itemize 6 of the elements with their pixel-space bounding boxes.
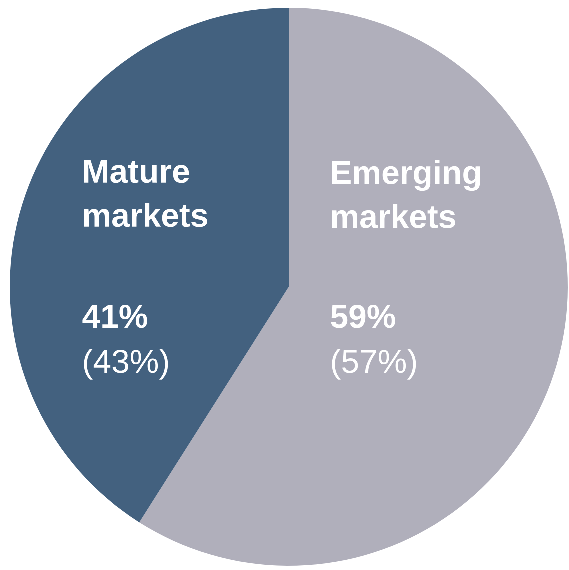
data-label: 41% — [82, 305, 148, 328]
text: (43%) — [84, 349, 168, 380]
slice-label: Emerging markets — [332, 160, 480, 228]
data-label: 59% — [331, 304, 396, 328]
text: (57%) — [332, 349, 416, 380]
slice-label: Mature markets — [84, 160, 208, 228]
